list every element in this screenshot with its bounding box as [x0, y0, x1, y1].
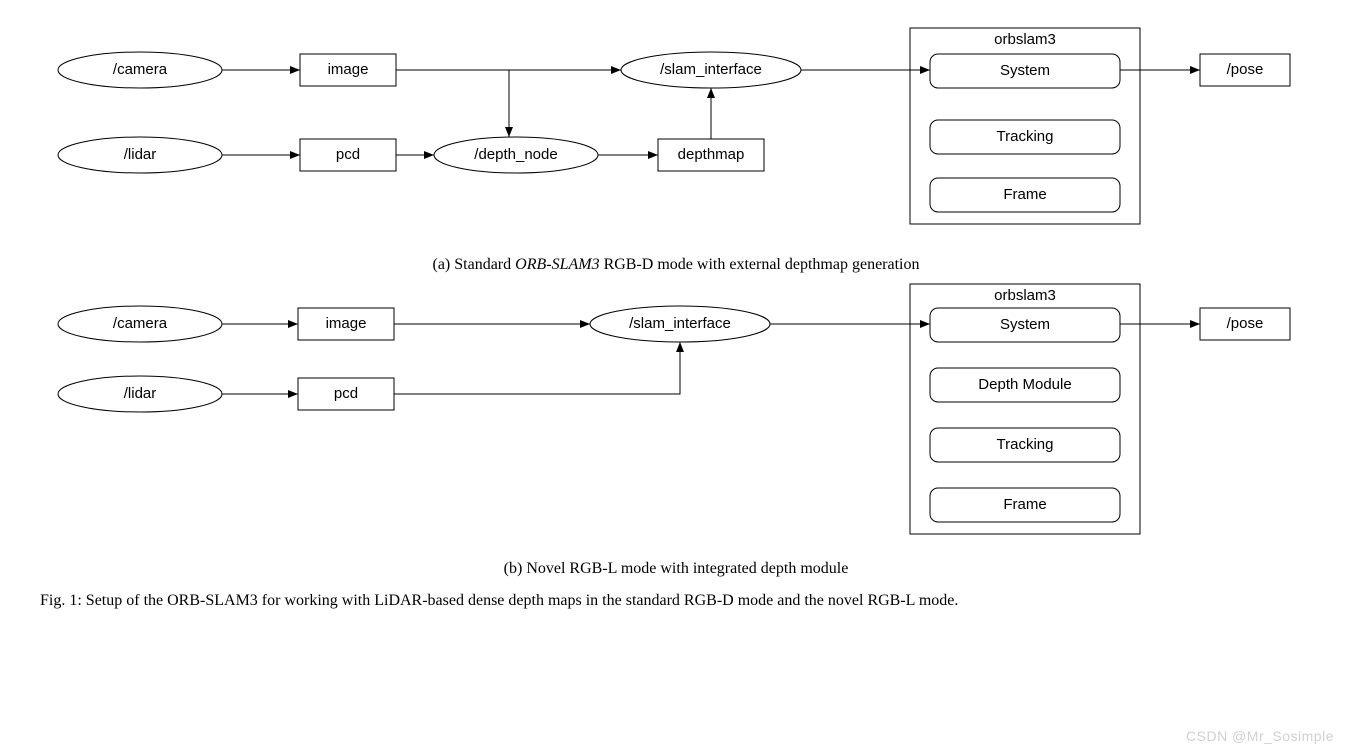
svg-text:/slam_interface: /slam_interface — [660, 61, 762, 78]
caption-a-em: ORB-SLAM3 — [515, 256, 599, 273]
svg-text:orbslam3: orbslam3 — [994, 31, 1056, 48]
svg-text:depthmap: depthmap — [678, 146, 745, 163]
svg-text:System: System — [1000, 62, 1050, 79]
caption-b: (b) Novel RGB-L mode with integrated dep… — [0, 554, 1352, 578]
svg-text:Tracking: Tracking — [997, 436, 1054, 453]
caption-a-suffix: RGB-D mode with external depthmap genera… — [600, 256, 920, 273]
svg-text:/lidar: /lidar — [124, 385, 157, 402]
svg-text:Frame: Frame — [1003, 186, 1046, 203]
svg-text:/camera: /camera — [113, 315, 168, 332]
svg-text:Depth Module: Depth Module — [978, 376, 1071, 393]
svg-text:/slam_interface: /slam_interface — [629, 315, 731, 332]
svg-text:image: image — [328, 61, 369, 78]
svg-text:pcd: pcd — [336, 146, 360, 163]
svg-text:/camera: /camera — [113, 61, 168, 78]
figure-caption: Fig. 1: Setup of the ORB-SLAM3 for worki… — [0, 592, 1352, 610]
svg-text:/lidar: /lidar — [124, 146, 157, 163]
diagram-b: orbslam3/camera/lidar image pcd/slam_inter… — [0, 274, 1352, 554]
svg-text:orbslam3: orbslam3 — [994, 287, 1056, 304]
svg-text:/pose: /pose — [1227, 61, 1264, 78]
svg-text:System: System — [1000, 316, 1050, 333]
svg-text:/pose: /pose — [1227, 315, 1264, 332]
svg-text:Frame: Frame — [1003, 496, 1046, 513]
caption-a: (a) Standard ORB-SLAM3 RGB-D mode with e… — [0, 250, 1352, 274]
svg-text:/depth_node: /depth_node — [474, 146, 557, 163]
svg-text:Tracking: Tracking — [997, 128, 1054, 145]
caption-a-prefix: (a) Standard — [433, 256, 516, 273]
svg-text:pcd: pcd — [334, 385, 358, 402]
watermark: CSDN @Mr_Sosimple — [1186, 728, 1334, 744]
diagram-a: orbslam3/camera/lidar image pcd/depth_node… — [0, 0, 1352, 250]
svg-text:image: image — [326, 315, 367, 332]
